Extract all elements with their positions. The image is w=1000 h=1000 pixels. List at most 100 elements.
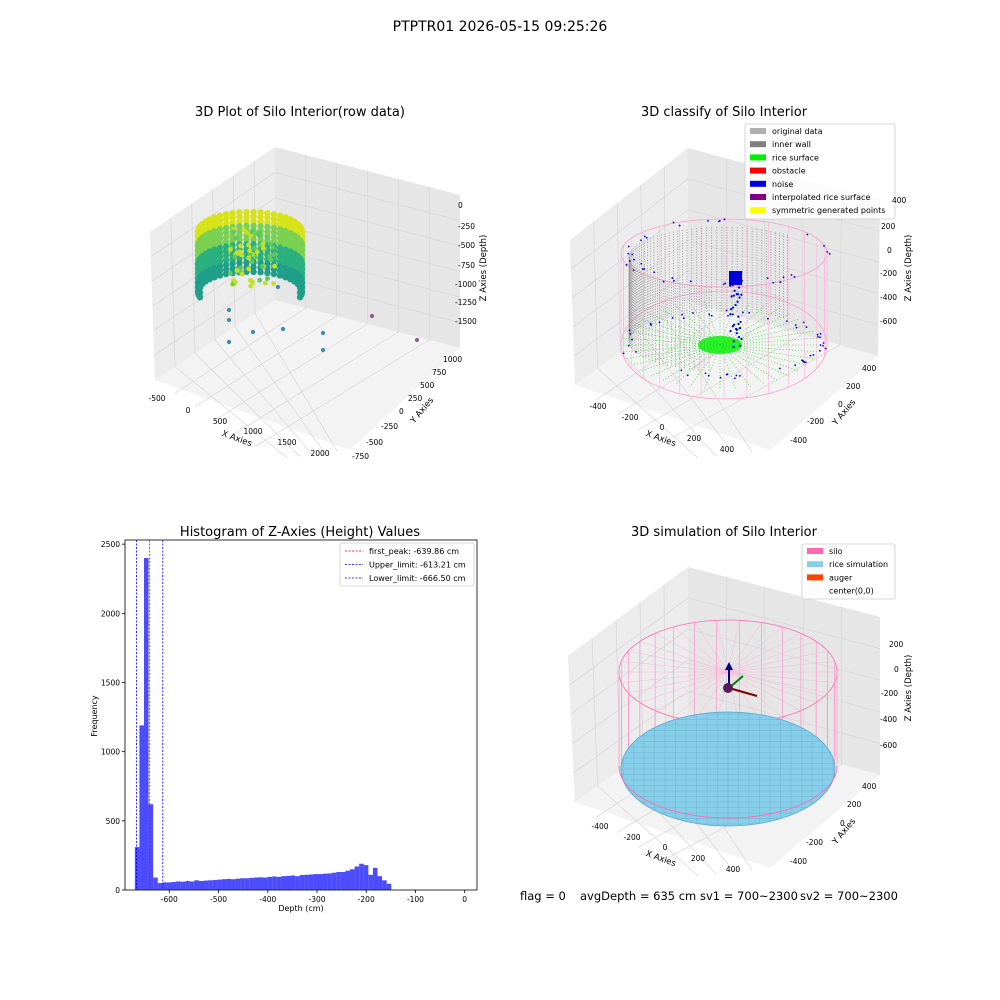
histogram-bar <box>212 880 218 890</box>
histogram-bar <box>134 847 140 890</box>
raw-point <box>250 222 257 230</box>
raw-point <box>246 255 252 261</box>
raw-point <box>222 266 230 273</box>
classify-noise-point <box>729 329 732 333</box>
classify-noise-point <box>794 364 797 367</box>
raw-point <box>211 227 218 235</box>
raw-xtick: -500 <box>148 394 165 403</box>
simulation-ytick: 0 <box>840 819 845 828</box>
raw-point <box>264 235 270 241</box>
grid-line <box>664 166 666 319</box>
silo-roof-line <box>727 633 802 673</box>
raw-outlier-point <box>320 347 326 353</box>
classify-rice-surface-ray <box>640 318 721 346</box>
raw-outlier-point <box>369 313 375 319</box>
raw-point <box>206 225 213 232</box>
raw-ztick: -750 <box>458 261 475 270</box>
histogram-xtick-label: -400 <box>259 895 276 904</box>
classify-z-label: Z Axies (Depth) <box>904 235 914 302</box>
raw-panel-title: 3D Plot of Silo Interior(row data) <box>195 105 405 120</box>
histogram-bar <box>235 878 241 890</box>
raw-grid-lines <box>150 155 461 459</box>
raw-point <box>211 241 218 249</box>
raw-point <box>216 226 224 233</box>
classify-noise-point <box>737 322 740 326</box>
classify-noise-point <box>640 239 642 242</box>
raw-point <box>227 247 233 252</box>
silo-roof-line <box>727 620 740 673</box>
classify-legend-label: inner wall <box>772 140 811 149</box>
raw-point <box>282 232 289 239</box>
histogram-xtick-label: 0 <box>462 895 467 904</box>
raw-point <box>222 234 230 241</box>
raw-point <box>276 217 284 224</box>
grid-line <box>194 315 337 407</box>
raw-point <box>243 236 250 243</box>
histogram-x-ticks: -600 -500 -400 -300 -200 -100 0 <box>161 890 467 904</box>
histogram-bar <box>189 881 195 890</box>
raw-point <box>243 259 250 266</box>
histogram-xtick-label: -600 <box>161 895 178 904</box>
raw-outlier-point <box>414 337 420 343</box>
raw-point <box>268 257 274 263</box>
raw-x-ticks: -500 0 500 1000 1500 2000 <box>148 394 329 458</box>
raw-point <box>211 260 218 267</box>
classify-noise-point <box>735 374 738 377</box>
auger-x-arrow <box>728 686 758 698</box>
classify-rice-surface-ray <box>719 344 800 372</box>
histogram-bar <box>258 877 264 890</box>
silo-roof-line <box>654 671 729 711</box>
histogram-bar <box>363 865 369 890</box>
classify-noise-point <box>632 269 635 272</box>
classify-rice-surface-ray <box>719 337 817 346</box>
silo-roof-line <box>727 671 835 684</box>
classify-y-ticks: -400 -200 0 200 400 <box>790 364 877 445</box>
raw-point <box>216 253 224 261</box>
simulation-legend-label: rice simulation <box>829 560 888 569</box>
simulation-ytick: -200 <box>806 838 823 847</box>
histogram-y-ticks: 0 500 1000 1500 2000 2500 <box>101 540 125 895</box>
classify-noise-point <box>805 326 808 329</box>
histogram-bar <box>272 876 277 890</box>
histogram-bar <box>162 882 167 890</box>
raw-point <box>255 230 261 236</box>
raw-point <box>276 226 284 233</box>
histogram-bar <box>221 879 227 890</box>
classify-ztick: -600 <box>880 317 897 326</box>
silo-roof-line <box>716 620 729 673</box>
histogram-xtick-label: -200 <box>358 895 375 904</box>
raw-point <box>206 220 213 228</box>
classify-noise-point <box>731 325 734 328</box>
classify-noise-point <box>682 317 685 320</box>
histogram-bar <box>345 870 351 890</box>
classify-noise-point <box>645 236 648 239</box>
raw-point <box>257 223 264 230</box>
raw-point <box>264 276 270 281</box>
grid-line <box>658 344 841 446</box>
grid-line <box>615 620 621 771</box>
simulation-ytick: 400 <box>862 782 877 791</box>
raw-point <box>270 234 278 241</box>
classify-ytick: 200 <box>846 382 861 391</box>
classify-rice-surface-ray <box>719 344 778 381</box>
histogram-bar <box>295 876 300 890</box>
raw-point <box>236 209 243 216</box>
raw-point <box>282 241 289 249</box>
raw-point <box>229 260 236 267</box>
classify-noise-point <box>627 344 630 347</box>
raw-point <box>252 254 258 260</box>
classify-noise-point <box>730 308 733 311</box>
raw-outlier-point <box>226 339 232 345</box>
histogram-bar <box>185 881 190 890</box>
raw-point <box>222 252 230 259</box>
raw-point <box>236 259 243 267</box>
grid-line <box>616 203 621 352</box>
histogram-xtick-label: -100 <box>407 895 424 904</box>
raw-point <box>216 272 224 279</box>
raw-point <box>276 230 284 238</box>
raw-point <box>216 258 224 265</box>
auger-center-marker <box>723 683 733 693</box>
histogram-xtick-label: -500 <box>210 895 227 904</box>
classify-legend-frame <box>744 123 896 220</box>
grid-line <box>194 353 301 457</box>
